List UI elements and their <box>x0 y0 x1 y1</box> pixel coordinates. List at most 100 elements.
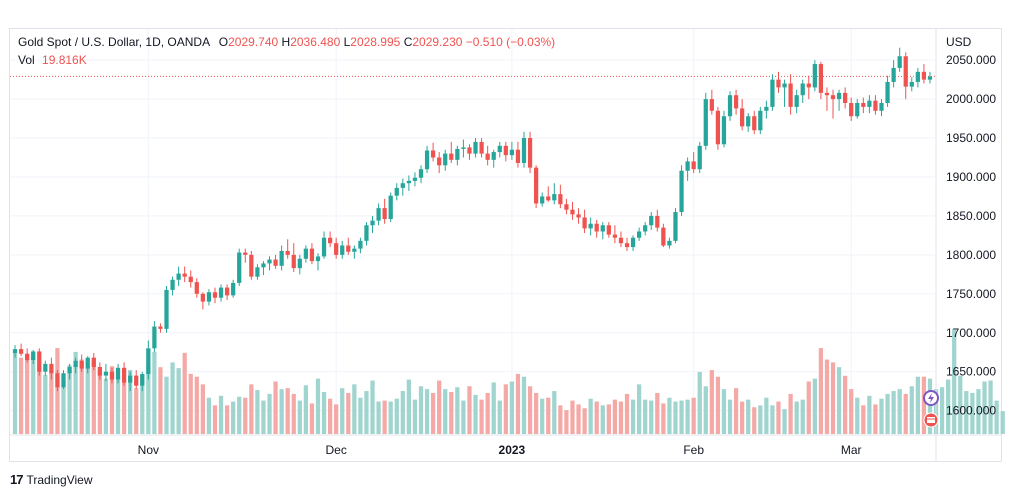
candle <box>515 141 521 168</box>
volume-bar <box>491 382 496 434</box>
candle <box>697 141 702 174</box>
candle-body <box>146 348 151 375</box>
volume-bar <box>909 386 914 434</box>
candle <box>812 60 817 92</box>
volume-label[interactable]: Vol <box>18 53 35 67</box>
volume-bar <box>249 384 254 434</box>
candle-body <box>758 110 763 131</box>
candle <box>255 264 260 280</box>
candle-body <box>503 145 508 156</box>
candle-body <box>394 187 399 196</box>
candle <box>473 138 478 158</box>
candle-body <box>31 351 36 361</box>
volume-bar <box>637 384 642 434</box>
volume-bar <box>976 389 981 434</box>
candle-body <box>788 83 793 107</box>
candle <box>297 254 302 275</box>
candle-body <box>655 215 660 228</box>
volume-bar <box>212 405 218 434</box>
candle-body <box>61 373 66 388</box>
candle <box>188 270 193 288</box>
price-tick-label: 1650.000 <box>946 365 996 379</box>
price-tick-label: 1700.000 <box>946 326 996 340</box>
candle-body <box>291 254 296 269</box>
candle-body <box>170 279 175 290</box>
candle-body <box>485 153 490 160</box>
candle-body <box>491 152 496 160</box>
volume-bar <box>243 397 248 434</box>
price-tick-label: 1800.000 <box>946 248 996 262</box>
candle <box>340 240 345 259</box>
grid <box>10 29 935 434</box>
candle-body <box>715 110 721 145</box>
candle-body <box>915 71 920 82</box>
candle-body <box>424 150 430 170</box>
candle-body <box>727 95 733 117</box>
candle <box>273 254 278 269</box>
lightning-icon[interactable] <box>923 390 939 406</box>
candle <box>776 71 781 93</box>
candle <box>534 165 539 209</box>
volume-bar <box>946 379 951 434</box>
candle-body <box>412 177 418 181</box>
candle-body <box>921 71 927 80</box>
candle-body <box>437 157 442 166</box>
candle <box>800 79 805 103</box>
volume-bar <box>309 403 315 434</box>
candle <box>224 284 230 301</box>
volume-bar <box>231 401 236 434</box>
candle <box>691 152 696 174</box>
candle <box>788 74 793 115</box>
candle <box>667 237 672 249</box>
candle <box>794 89 799 114</box>
brand-name[interactable]: TradingView <box>26 472 93 487</box>
candle-body <box>303 248 308 259</box>
candle-body <box>224 287 230 296</box>
candle-body <box>618 237 624 244</box>
volume-bar <box>830 362 836 434</box>
candle <box>824 87 830 111</box>
volume-bar <box>188 373 193 434</box>
volume-bar <box>370 380 375 434</box>
candle <box>443 149 448 171</box>
candle-body <box>346 245 351 252</box>
candle <box>709 89 714 115</box>
calendar-icon[interactable] <box>923 412 939 428</box>
volume-bar <box>443 389 448 434</box>
candle <box>67 363 72 380</box>
candle-body <box>552 194 557 201</box>
volume-bar <box>485 392 490 434</box>
candle-body <box>340 245 345 255</box>
candle <box>334 237 339 259</box>
volume-bar <box>540 398 545 434</box>
candle-body <box>873 100 878 111</box>
candle-body <box>836 92 842 100</box>
candle-body <box>376 208 381 221</box>
volume-bar <box>879 398 884 434</box>
candle <box>394 183 399 201</box>
volume-bar <box>412 399 418 434</box>
candle <box>430 142 436 162</box>
candle-body <box>667 240 672 246</box>
candle-body <box>521 138 527 163</box>
candle-body <box>18 349 24 354</box>
tradingview-logo-icon[interactable]: 17 <box>10 472 24 487</box>
candle-body <box>25 353 30 361</box>
candle <box>582 209 587 234</box>
volume-bar <box>564 410 569 434</box>
ohlc-legend: Gold Spot / U.S. Dollar, 1D, OANDA O2029… <box>18 35 555 49</box>
candle-body <box>364 225 369 241</box>
volume-bar <box>691 397 696 434</box>
volume-legend: Vol 19.816K <box>18 53 87 67</box>
candle-body <box>673 212 678 241</box>
candle-body <box>85 357 90 369</box>
volume-bar <box>121 381 127 434</box>
volume-bar <box>285 388 290 434</box>
volume-bar <box>43 374 48 434</box>
volume-bar <box>176 368 181 434</box>
candle <box>527 131 533 174</box>
volume-bar <box>146 365 151 434</box>
symbol-title[interactable]: Gold Spot / U.S. Dollar, 1D, OANDA <box>18 35 210 49</box>
volume-bar <box>134 388 139 434</box>
